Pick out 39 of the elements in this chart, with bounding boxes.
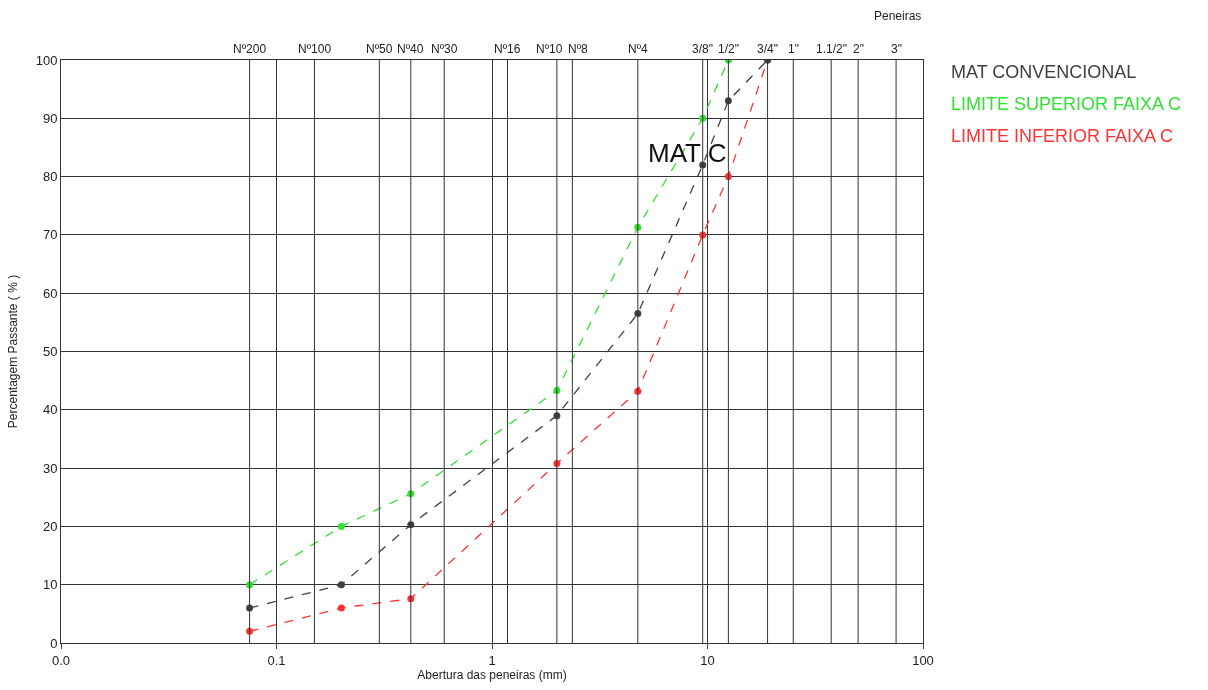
y-tick-label: 0: [50, 635, 58, 651]
y-tick-label: 30: [42, 460, 58, 476]
annotation: Nº4: [628, 42, 649, 56]
annotation: Nº200: [233, 42, 267, 56]
annotation: 1": [788, 42, 799, 56]
annotation: 3/8": [692, 42, 713, 56]
annotation: MAT C: [648, 138, 727, 168]
y-tick-label: 10: [42, 577, 58, 593]
annotation: Nº100: [298, 42, 332, 56]
annotation: Nº30: [431, 42, 458, 56]
y-tick-label: 100: [35, 52, 58, 68]
annotation: Nº10: [536, 42, 563, 56]
y-tick-label: 20: [42, 518, 58, 534]
y-tick-label: 70: [42, 227, 58, 243]
x-axis-title: Abertura das peneiras (mm): [417, 667, 567, 682]
annotation: 2": [853, 42, 864, 56]
annotation: 1.1/2": [816, 42, 847, 56]
y-tick-label: 40: [42, 402, 58, 418]
annotation: 1/2": [718, 42, 739, 56]
y-tick-label: 80: [42, 169, 58, 185]
x-tick-label: 0.1: [267, 652, 286, 668]
y-tick-label: 50: [42, 344, 58, 360]
text: MAT CONVENCIONAL: [951, 62, 1137, 82]
x-tick-label: 0.0: [51, 652, 71, 668]
x-tick-label: 10: [700, 652, 715, 668]
text: LIMITE INFERIOR FAIXA C: [951, 126, 1174, 146]
text: LIMITE SUPERIOR FAIXA C: [951, 94, 1182, 114]
y-tick-label: 60: [42, 285, 58, 301]
annotation: Nº40: [397, 42, 424, 56]
annotation: Nº50: [366, 42, 393, 56]
annotation: Nº8: [568, 42, 589, 56]
x-tick-label: 1: [488, 652, 496, 668]
y-tick-label: 90: [42, 110, 58, 126]
annotation: Nº16: [494, 42, 521, 56]
y-axis-title: Percentagem Passante ( % ): [6, 274, 20, 429]
text: Peneiras: [874, 9, 922, 23]
x-tick-label: 100: [912, 652, 934, 668]
annotation: 3/4": [757, 42, 778, 56]
annotation: 3": [891, 42, 902, 56]
